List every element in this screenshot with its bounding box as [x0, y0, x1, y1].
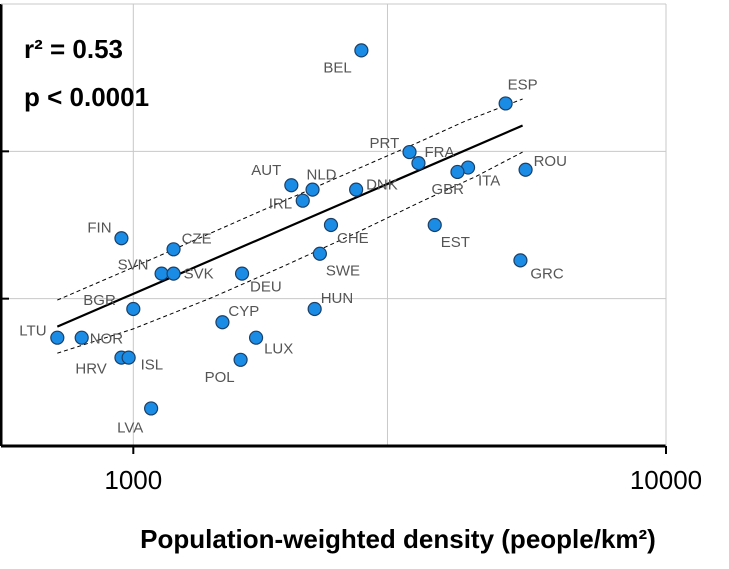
point-fra — [411, 156, 426, 171]
point-label-pol: POL — [205, 369, 235, 386]
point-label-nor: NOR — [90, 331, 124, 348]
point-rou — [518, 162, 533, 177]
point-fin — [114, 231, 129, 246]
point-nor — [74, 330, 89, 345]
point-label-aut: AUT — [251, 162, 281, 179]
point-label-gbr: GBR — [432, 181, 465, 198]
point-label-deu: DEU — [250, 279, 282, 296]
point-label-cyp: CYP — [228, 303, 259, 320]
point-label-esp: ESP — [508, 76, 538, 93]
point-label-lva: LVA — [117, 419, 143, 436]
point-isl — [121, 350, 136, 365]
point-esp — [498, 96, 513, 111]
point-label-svk: SVK — [184, 266, 214, 283]
point-label-hun: HUN — [321, 290, 354, 307]
point-deu — [234, 266, 250, 281]
point-swe — [312, 246, 327, 261]
point-label-ita: ITA — [478, 173, 500, 190]
point-cze — [166, 242, 181, 257]
point-ltu — [50, 330, 65, 345]
point-lux — [248, 330, 264, 345]
point-label-bgr: BGR — [83, 292, 116, 309]
r-squared-annotation: r² = 0.53 — [24, 34, 123, 64]
point-label-che: CHE — [337, 230, 369, 247]
point-svk — [166, 266, 181, 281]
point-bgr — [126, 301, 141, 317]
point-label-dnk: DNK — [366, 177, 398, 194]
point-svn — [154, 266, 169, 281]
point-est — [427, 217, 442, 233]
point-label-rou: ROU — [534, 153, 567, 170]
point-label-prt: PRT — [370, 135, 400, 152]
data-points — [50, 43, 533, 416]
point-label-fra: FRA — [425, 144, 455, 161]
point-bel — [354, 43, 369, 58]
x-tick-label: 10000 — [630, 465, 702, 495]
point-label-lux: LUX — [264, 341, 293, 358]
point-label-nld: NLD — [307, 167, 337, 184]
grid-layer — [0, 4, 666, 446]
x-axis-label: Population-weighted density (people/km²) — [140, 524, 656, 554]
p-value-annotation: p < 0.0001 — [24, 82, 149, 112]
fit-line-layer — [56, 124, 524, 328]
point-grc — [513, 253, 528, 268]
point-label-isl: ISL — [141, 357, 164, 374]
point-label-svn: SVN — [118, 257, 149, 274]
point-label-ltu: LTU — [19, 323, 46, 340]
ci-upper-line — [57, 98, 523, 301]
point-label-bel: BEL — [323, 59, 351, 76]
point-labels: BEL ESP PRT FRA ROU ITA GBR AUT NLD IRL DNK FIN CZE C… — [19, 59, 567, 436]
x-tick-label: 1000 — [104, 465, 162, 495]
point-irl — [295, 193, 310, 208]
point-gbr — [450, 164, 465, 180]
point-hun — [307, 301, 322, 317]
point-aut — [284, 178, 299, 193]
point-nld — [305, 182, 320, 197]
point-cyp — [215, 315, 230, 330]
point-label-irl: IRL — [269, 196, 292, 213]
regression-line — [56, 124, 524, 328]
point-label-swe: SWE — [326, 263, 360, 280]
point-prt — [402, 144, 417, 160]
point-label-hrv: HRV — [75, 361, 106, 378]
point-pol — [233, 352, 248, 367]
x-tick-labels: 1000 10000 — [104, 465, 702, 495]
point-dnk — [349, 182, 364, 197]
point-lva — [144, 401, 159, 416]
point-label-cze: CZE — [182, 230, 212, 247]
point-label-est: EST — [441, 234, 470, 251]
point-che — [323, 217, 339, 233]
axes — [0, 3, 667, 454]
point-label-grc: GRC — [530, 265, 564, 282]
point-label-fin: FIN — [87, 219, 111, 236]
